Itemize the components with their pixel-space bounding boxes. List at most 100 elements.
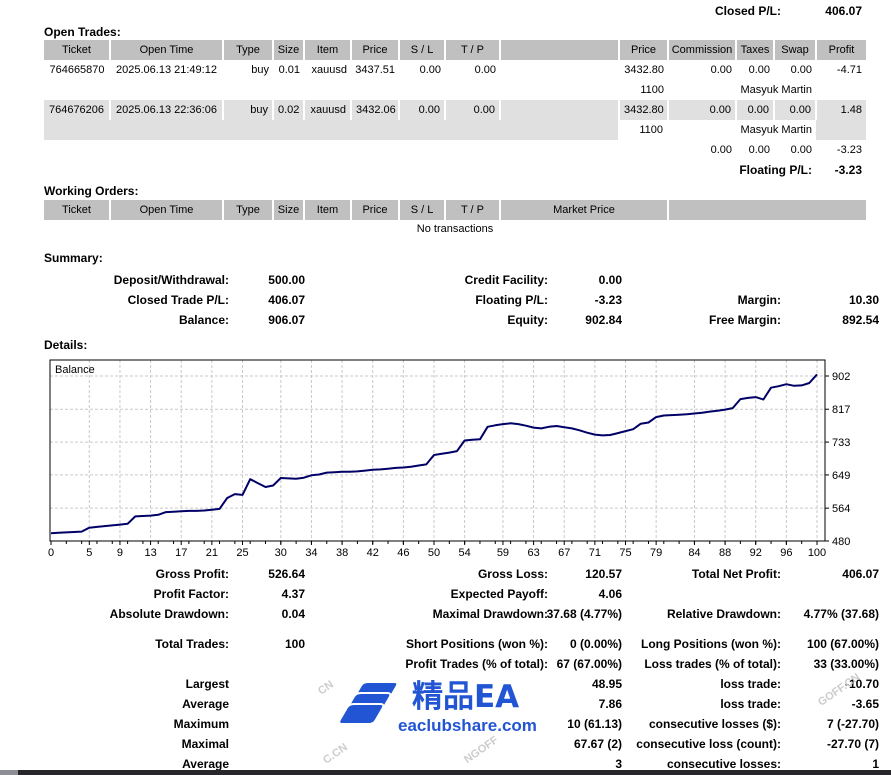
- svg-text:13: 13: [144, 547, 156, 559]
- stat-label: consecutive loss (count):: [636, 737, 781, 751]
- cell-size: 0.02: [272, 100, 304, 120]
- svg-text:42: 42: [367, 547, 379, 559]
- svg-text:649: 649: [832, 470, 850, 482]
- col-market-price: Market Price: [499, 200, 668, 220]
- svg-text:79: 79: [650, 547, 662, 559]
- bottom-edge-bar-light: [0, 770, 18, 775]
- col-size: Size: [272, 40, 304, 60]
- cell-size: 0.01: [273, 60, 304, 80]
- stats-grid-1: Gross Profit: 526.64 Gross Loss: 120.57 …: [44, 564, 879, 624]
- svg-text:30: 30: [275, 547, 287, 559]
- stats-row: Maximum 10 (61.13) consecutive losses ($…: [44, 714, 879, 734]
- stat-value: 48.95: [591, 677, 622, 691]
- svg-text:84: 84: [688, 547, 700, 559]
- cell-price2: 3432.80: [618, 100, 668, 120]
- summary-value: 0.00: [598, 273, 622, 287]
- svg-text:54: 54: [459, 547, 471, 559]
- svg-text:17: 17: [175, 547, 187, 559]
- summary-value: 10.30: [848, 293, 879, 307]
- cell-profit: -4.71: [816, 60, 866, 80]
- bottom-edge-bar: [0, 770, 891, 775]
- cell-sl: 0.00: [398, 100, 445, 120]
- details-title: Details:: [44, 338, 88, 352]
- summary-value: -3.23: [594, 293, 622, 307]
- stat-value: 4.06: [598, 587, 622, 601]
- stat-value: [229, 674, 305, 694]
- cell-type: buy: [222, 100, 273, 120]
- watermark-logo: 精品EA eaclubshare.com: [340, 680, 550, 764]
- svg-text:0: 0: [48, 547, 54, 559]
- stat-value: 7 (-27.70): [826, 717, 879, 731]
- col-swap: Swap: [773, 40, 816, 60]
- stat-value: 7.86: [598, 697, 622, 711]
- cell-item: xauusd: [303, 100, 351, 120]
- stat-label: Maximal Drawdown:: [432, 607, 548, 621]
- stat-label: [44, 654, 229, 674]
- col-type: Type: [222, 200, 273, 220]
- stat-value: 4.77% (37.68): [803, 607, 879, 621]
- stat-label: Profit Factor:: [153, 587, 229, 601]
- stat-value: 37.68 (4.77%): [546, 607, 622, 621]
- svg-text:59: 59: [497, 547, 509, 559]
- cell-gap: [499, 100, 619, 120]
- stat-value: 0 (0.00%): [569, 637, 622, 651]
- floating-pl-label: Floating P/L:: [44, 160, 816, 180]
- col-size: Size: [272, 200, 304, 220]
- cell-price2: 3432.80: [619, 60, 668, 80]
- stats-grid-2: Total Trades: 100 Short Positions (won %…: [44, 634, 879, 774]
- stat-value: 3: [615, 757, 622, 771]
- stat-value: -10.70: [844, 677, 879, 691]
- col-taxes: Taxes: [735, 40, 774, 60]
- stat-value: 120.57: [585, 567, 622, 581]
- stat-label: Maximum: [173, 717, 229, 731]
- working-orders-header-row: Ticket Open Time Type Size Item Price S …: [44, 200, 866, 220]
- stats-row: Average 7.86 loss trade: -3.65: [44, 694, 879, 714]
- cell-taxes: 0.00: [736, 60, 774, 80]
- stat-label: Profit Trades (% of total):: [405, 657, 548, 671]
- stat-label: Largest: [185, 677, 229, 691]
- svg-text:88: 88: [719, 547, 731, 559]
- stat-label: Gross Loss:: [477, 567, 548, 581]
- stat-label: Average: [182, 697, 229, 711]
- subrow-tail: [816, 80, 866, 100]
- cell-gap: [500, 60, 619, 80]
- summary-value: [781, 270, 879, 290]
- stats-row: Largest 48.95 loss trade: -10.70: [44, 674, 879, 694]
- cell-ticket: 764665870: [44, 60, 110, 80]
- cell-ticket: 764676206: [44, 100, 110, 120]
- stat-value: [229, 654, 305, 674]
- stat-value: [229, 694, 305, 714]
- summary-row: Closed Trade P/L: 406.07 Floating P/L: -…: [44, 290, 879, 310]
- stats-row: Maximal 67.67 (2) consecutive loss (coun…: [44, 734, 879, 754]
- closed-pl-label: Closed P/L:: [714, 4, 781, 18]
- col-tp: T / P: [444, 200, 500, 220]
- svg-text:480: 480: [832, 536, 850, 548]
- summary-label: Deposit/Withdrawal:: [113, 273, 229, 287]
- svg-text:Balance: Balance: [55, 364, 95, 376]
- cell-profit: 1.48: [815, 100, 866, 120]
- cell-open-time: 2025.06.13 22:36:06: [109, 100, 223, 120]
- summary-value: 902.84: [585, 313, 622, 327]
- svg-text:564: 564: [832, 503, 850, 515]
- subrow-spacer: [44, 80, 619, 100]
- summary-value: 406.07: [268, 293, 305, 307]
- stat-label: consecutive losses ($):: [648, 717, 781, 731]
- cell-type: buy: [223, 60, 273, 80]
- svg-text:96: 96: [780, 547, 792, 559]
- col-ticket: Ticket: [44, 40, 110, 60]
- stat-value: 67 (67.00%): [556, 657, 622, 671]
- subrow-price: 1100: [619, 80, 668, 100]
- svg-text:100: 100: [808, 547, 826, 559]
- col-open-time: Open Time: [109, 200, 223, 220]
- floating-pl-value: -3.23: [816, 160, 866, 180]
- subrow-spacer: [44, 120, 619, 140]
- col-price: Price: [350, 40, 399, 60]
- stat-value: 10 (61.13): [567, 717, 622, 731]
- stat-label: loss trade:: [720, 677, 781, 691]
- stat-value: [229, 734, 305, 754]
- stat-value: -27.70 (7): [826, 737, 879, 751]
- working-orders-table: Ticket Open Time Type Size Item Price S …: [44, 200, 866, 220]
- totals-spacer: [44, 140, 668, 160]
- cell-commission: 0.00: [668, 60, 736, 80]
